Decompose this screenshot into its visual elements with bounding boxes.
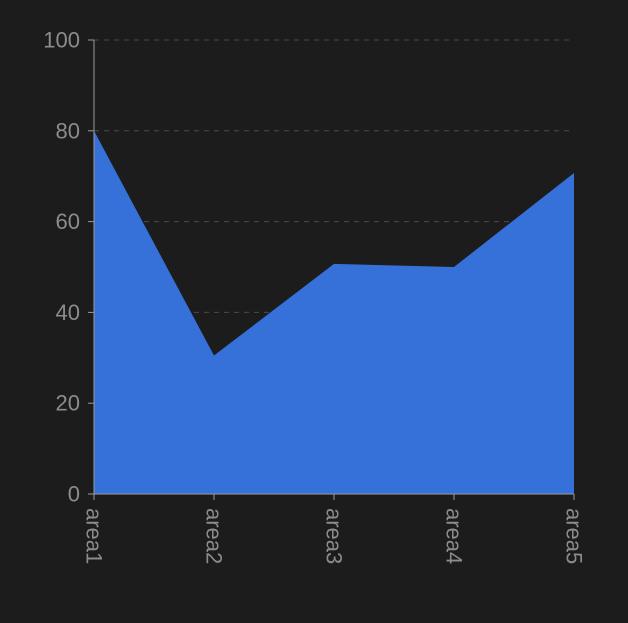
- x-tick-label-area1: area1: [82, 508, 107, 564]
- y-tick-label-80: 80: [56, 118, 80, 143]
- x-tick-label-area3: area3: [322, 508, 347, 564]
- x-tick-label-area2: area2: [202, 508, 227, 564]
- area-series: [94, 130, 574, 495]
- y-tick-label-40: 40: [56, 300, 80, 325]
- x-axis-ticks: area1 area2 area3 area4 area5: [82, 494, 587, 564]
- area-fill: [94, 130, 574, 495]
- y-tick-label-0: 0: [68, 482, 80, 507]
- x-tick-label-area5: area5: [562, 508, 587, 564]
- y-tick-label-20: 20: [56, 391, 80, 416]
- y-axis-ticks: 0 20 40 60 80 100: [43, 28, 94, 507]
- x-tick-label-area4: area4: [442, 508, 467, 564]
- y-tick-label-60: 60: [56, 209, 80, 234]
- y-tick-label-100: 100: [43, 28, 80, 53]
